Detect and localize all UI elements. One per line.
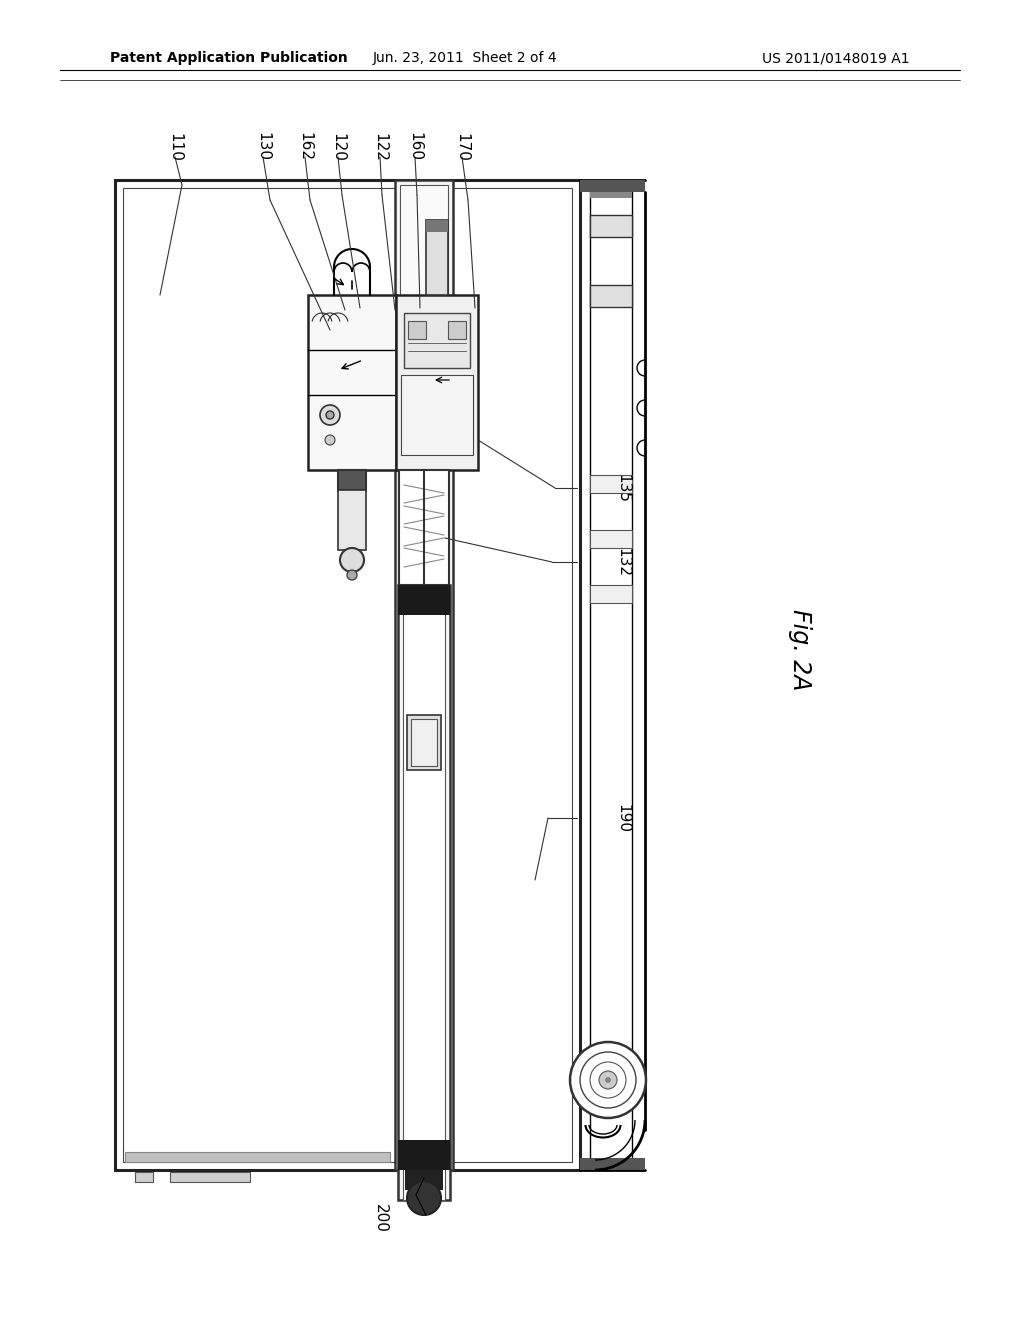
Bar xyxy=(170,1172,250,1181)
Bar xyxy=(115,180,580,1170)
Bar xyxy=(395,180,453,1170)
Bar xyxy=(398,585,450,615)
Bar xyxy=(406,1170,443,1191)
Circle shape xyxy=(325,436,335,445)
Bar xyxy=(580,180,645,191)
Text: 132: 132 xyxy=(615,548,631,577)
Circle shape xyxy=(599,1071,617,1089)
Circle shape xyxy=(570,1041,646,1118)
Circle shape xyxy=(319,405,340,425)
Bar xyxy=(590,215,632,238)
Bar xyxy=(426,220,449,294)
Text: 160: 160 xyxy=(408,132,423,161)
Circle shape xyxy=(407,1181,441,1214)
Bar xyxy=(398,1140,450,1170)
Circle shape xyxy=(590,1063,626,1098)
Bar xyxy=(400,185,449,1166)
Bar xyxy=(338,490,366,550)
Bar xyxy=(125,1152,390,1162)
Bar xyxy=(590,475,632,492)
Bar xyxy=(590,585,632,603)
Text: US 2011/0148019 A1: US 2011/0148019 A1 xyxy=(763,51,910,65)
Text: 130: 130 xyxy=(256,132,270,161)
Bar xyxy=(408,321,426,339)
Text: 135: 135 xyxy=(615,474,631,503)
Text: Patent Application Publication: Patent Application Publication xyxy=(110,51,348,65)
Bar xyxy=(404,313,470,368)
Circle shape xyxy=(580,1052,636,1107)
Text: 122: 122 xyxy=(373,132,387,161)
Circle shape xyxy=(347,570,357,579)
Text: 120: 120 xyxy=(331,132,345,161)
Text: 162: 162 xyxy=(298,132,312,161)
Bar xyxy=(338,470,366,490)
Text: 200: 200 xyxy=(373,1204,387,1233)
Bar xyxy=(590,191,632,198)
Bar xyxy=(590,285,632,308)
Bar xyxy=(407,715,441,770)
Bar xyxy=(426,220,449,232)
Bar xyxy=(125,1152,390,1162)
Bar xyxy=(396,294,478,470)
Circle shape xyxy=(340,548,364,572)
Bar xyxy=(123,187,572,1162)
Bar xyxy=(398,585,450,1200)
Circle shape xyxy=(605,1077,611,1082)
Text: 110: 110 xyxy=(168,132,182,161)
Text: Jun. 23, 2011  Sheet 2 of 4: Jun. 23, 2011 Sheet 2 of 4 xyxy=(373,51,557,65)
Bar xyxy=(308,294,396,470)
Bar xyxy=(580,1158,645,1170)
Bar xyxy=(449,321,466,339)
Text: Fig. 2A: Fig. 2A xyxy=(788,610,812,690)
Bar xyxy=(590,531,632,548)
Bar xyxy=(411,719,437,766)
Bar xyxy=(135,1172,153,1181)
Circle shape xyxy=(326,411,334,418)
Bar xyxy=(401,375,473,455)
Text: 190: 190 xyxy=(615,804,631,833)
Text: 170: 170 xyxy=(455,132,469,161)
Bar xyxy=(403,585,445,1200)
Bar xyxy=(399,470,449,585)
